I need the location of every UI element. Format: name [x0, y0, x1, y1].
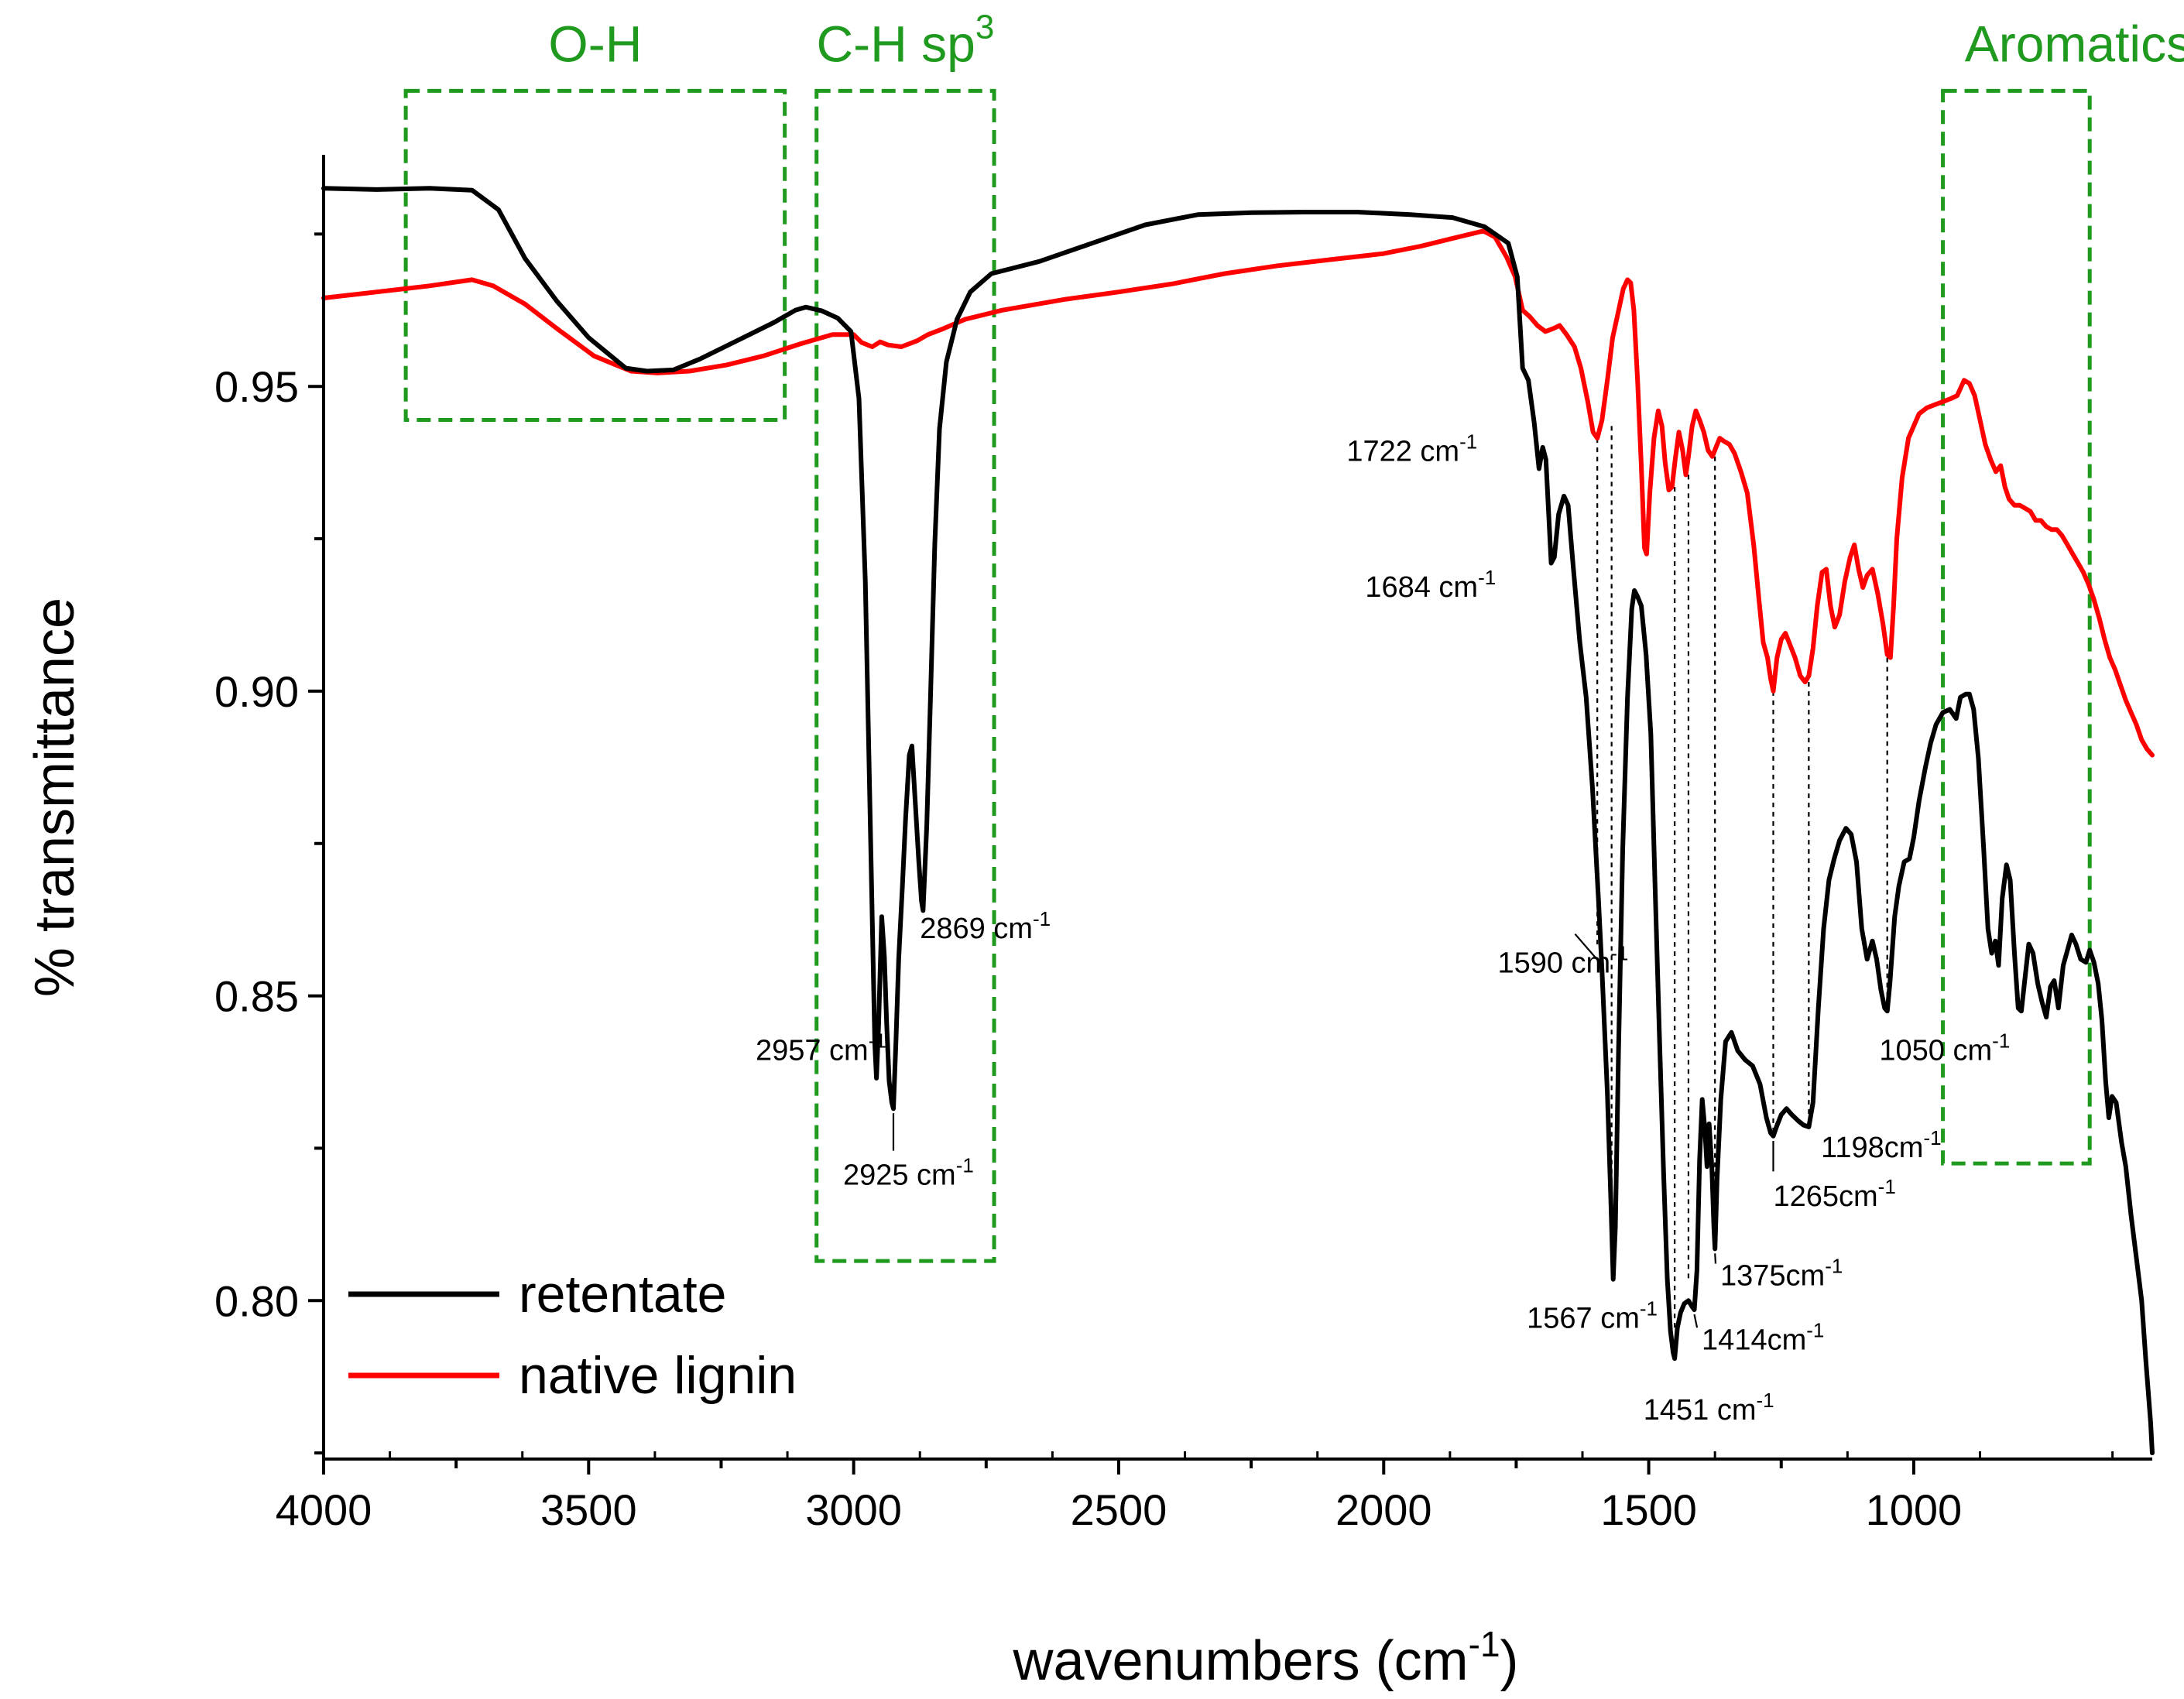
peak-label-1265: 1265cm-1: [1773, 1175, 1895, 1213]
peak-label-1567-sup: -1: [1640, 1297, 1658, 1320]
peak-label-1590-sup: -1: [1610, 942, 1628, 965]
peak-label-1722-main: 1722 cm: [1346, 435, 1459, 468]
y-tick-label: 0.85: [214, 972, 299, 1021]
peak-label-2957: 2957 cm-1: [756, 1029, 886, 1067]
region-label-3-main: Aromatics: [1965, 15, 2184, 72]
x-tick-label: 1500: [1600, 1485, 1697, 1534]
x-tick-label: 4000: [276, 1485, 372, 1534]
peak-label-1375-sup: -1: [1825, 1255, 1843, 1278]
x-tick-label: 2500: [1071, 1485, 1167, 1534]
series-line-retentate: [321, 186, 2155, 1456]
peak-label-1414: 1414cm-1: [1702, 1318, 1824, 1356]
peak-label-1265-sup: -1: [1878, 1175, 1896, 1198]
region-label-2-sup: 3: [975, 8, 994, 46]
x-axis-title-end: ): [1500, 1630, 1519, 1692]
x-axis-title-main: wavenumbers (cm: [1012, 1630, 1468, 1692]
peak-label-1414-sup: -1: [1806, 1318, 1824, 1341]
legend: retentate native lignin: [348, 1265, 797, 1405]
peak-label-1050: 1050 cm-1: [1879, 1029, 2010, 1067]
region-label-2-main: C-H sp: [816, 15, 975, 72]
peak-label-1375: 1375cm-1: [1720, 1255, 1843, 1293]
x-axis-title-sup: -1: [1469, 1624, 1500, 1664]
peak-leader-1414: [1693, 1314, 1699, 1328]
peak-label-1451-main: 1451 cm: [1644, 1394, 1757, 1427]
peak-label-1722: 1722 cm-1: [1346, 430, 1477, 468]
peak-label-2925-sup: -1: [956, 1154, 974, 1177]
axes: 4000 3500 3000 2500 2000 1500 1000 0.80 0.85 0.90…: [214, 155, 2152, 1534]
y-tick-label: 0.95: [214, 362, 299, 411]
y-tick-label: 0.80: [214, 1276, 299, 1325]
peak-label-1567-main: 1567 cm: [1527, 1303, 1640, 1335]
region-label-2: C-H sp3: [816, 8, 994, 72]
peak-label-2925-main: 2925 cm: [843, 1159, 956, 1192]
peak-guide-lines: [1596, 426, 1888, 1328]
peak-label-1414-main: 1414cm: [1702, 1324, 1806, 1356]
spectrum-series: [321, 186, 2155, 1456]
peak-label-1451-sup: -1: [1756, 1389, 1774, 1412]
legend-label-native-lignin: native lignin: [519, 1346, 797, 1405]
region-label-1-main: O-H: [548, 15, 642, 72]
region-label-1: O-H: [548, 15, 642, 72]
peak-label-1684-sup: -1: [1478, 566, 1496, 589]
peak-label-1590-main: 1590 cm: [1497, 947, 1610, 980]
peak-label-2957-sup: -1: [869, 1029, 886, 1052]
peak-label-1722-sup: -1: [1459, 430, 1477, 453]
peak-label-1050-main: 1050 cm: [1879, 1034, 1992, 1067]
peak-label-1684-main: 1684 cm: [1365, 571, 1478, 604]
x-tick-label: 1000: [1866, 1485, 1963, 1534]
peak-label-1451: 1451 cm-1: [1644, 1389, 1774, 1427]
y-axis-title: % transmittance: [24, 598, 86, 997]
x-tick-label: 2000: [1335, 1485, 1432, 1534]
region-box-1: [403, 88, 787, 423]
peak-label-2957-main: 2957 cm: [756, 1034, 869, 1067]
peak-label-2925: 2925 cm-1: [843, 1154, 974, 1192]
peak-label-1198-main: 1198cm: [1821, 1132, 1923, 1164]
peak-label-1198-sup: -1: [1923, 1126, 1941, 1149]
highlight-regions: O-H C-H sp3 Aromatics: [403, 8, 2184, 1263]
peak-label-1375-main: 1375cm: [1720, 1260, 1825, 1293]
peak-label-1590: 1590 cm-1: [1497, 942, 1628, 980]
peak-leader-1590: [1574, 933, 1602, 965]
peak-label-2869: 2869 cm-1: [920, 907, 1051, 945]
region-box-3: [1941, 88, 2092, 1166]
x-axis-title: wavenumbers (cm-1): [1012, 1624, 1518, 1692]
peak-label-1050-sup: -1: [1992, 1029, 2010, 1052]
x-tick-label: 3000: [805, 1485, 902, 1534]
peak-label-1265-main: 1265cm: [1773, 1180, 1877, 1213]
peak-leader-1375: [1714, 1253, 1717, 1264]
region-box-2: [814, 88, 996, 1263]
y-tick-label: 0.90: [214, 667, 299, 716]
x-tick-label: 3500: [540, 1485, 637, 1534]
series-line-native-lignin: [321, 228, 2155, 758]
peak-label-2869-main: 2869 cm: [920, 913, 1033, 945]
peak-label-1198: 1198cm-1: [1821, 1126, 1942, 1164]
legend-label-retentate: retentate: [519, 1265, 726, 1324]
peak-label-1567: 1567 cm-1: [1527, 1297, 1658, 1335]
peak-label-1684: 1684 cm-1: [1365, 566, 1496, 604]
region-label-3: Aromatics: [1965, 15, 2184, 72]
peak-label-2869-sup: -1: [1033, 907, 1051, 930]
